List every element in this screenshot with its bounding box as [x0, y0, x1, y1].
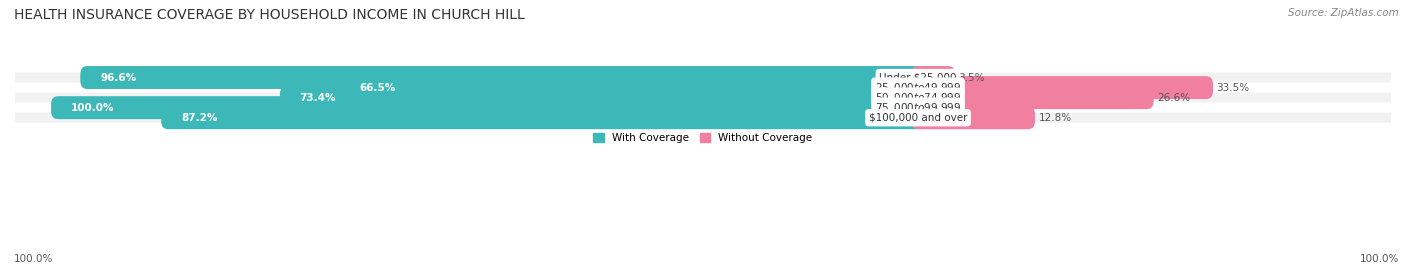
FancyBboxPatch shape	[911, 86, 1154, 109]
Text: HEALTH INSURANCE COVERAGE BY HOUSEHOLD INCOME IN CHURCH HILL: HEALTH INSURANCE COVERAGE BY HOUSEHOLD I…	[14, 8, 524, 22]
Text: 100.0%: 100.0%	[1360, 254, 1399, 264]
FancyBboxPatch shape	[15, 113, 1391, 123]
FancyBboxPatch shape	[15, 103, 1391, 113]
Text: 12.8%: 12.8%	[1039, 113, 1071, 123]
FancyBboxPatch shape	[162, 106, 925, 129]
FancyBboxPatch shape	[911, 66, 955, 89]
Text: 0.0%: 0.0%	[928, 103, 955, 113]
Text: 100.0%: 100.0%	[14, 254, 53, 264]
Text: $25,000 to $49,999: $25,000 to $49,999	[875, 81, 962, 94]
Text: $75,000 to $99,999: $75,000 to $99,999	[875, 101, 962, 114]
Text: 33.5%: 33.5%	[1216, 83, 1250, 93]
Text: 87.2%: 87.2%	[181, 113, 218, 123]
Text: 3.5%: 3.5%	[959, 73, 986, 83]
Text: 66.5%: 66.5%	[359, 83, 395, 93]
Text: 96.6%: 96.6%	[100, 73, 136, 83]
FancyBboxPatch shape	[15, 83, 1391, 93]
FancyBboxPatch shape	[15, 93, 1391, 103]
FancyBboxPatch shape	[339, 76, 925, 99]
Text: 26.6%: 26.6%	[1157, 93, 1191, 102]
Text: $100,000 and over: $100,000 and over	[869, 113, 967, 123]
Text: 100.0%: 100.0%	[70, 103, 114, 113]
FancyBboxPatch shape	[280, 86, 925, 109]
Text: Source: ZipAtlas.com: Source: ZipAtlas.com	[1288, 8, 1399, 18]
Text: $50,000 to $74,999: $50,000 to $74,999	[875, 91, 962, 104]
Legend: With Coverage, Without Coverage: With Coverage, Without Coverage	[589, 129, 817, 147]
FancyBboxPatch shape	[80, 66, 925, 89]
FancyBboxPatch shape	[15, 72, 1391, 83]
Text: 73.4%: 73.4%	[299, 93, 336, 102]
FancyBboxPatch shape	[911, 106, 1035, 129]
FancyBboxPatch shape	[51, 96, 925, 119]
FancyBboxPatch shape	[911, 76, 1213, 99]
Text: Under $25,000: Under $25,000	[879, 73, 956, 83]
